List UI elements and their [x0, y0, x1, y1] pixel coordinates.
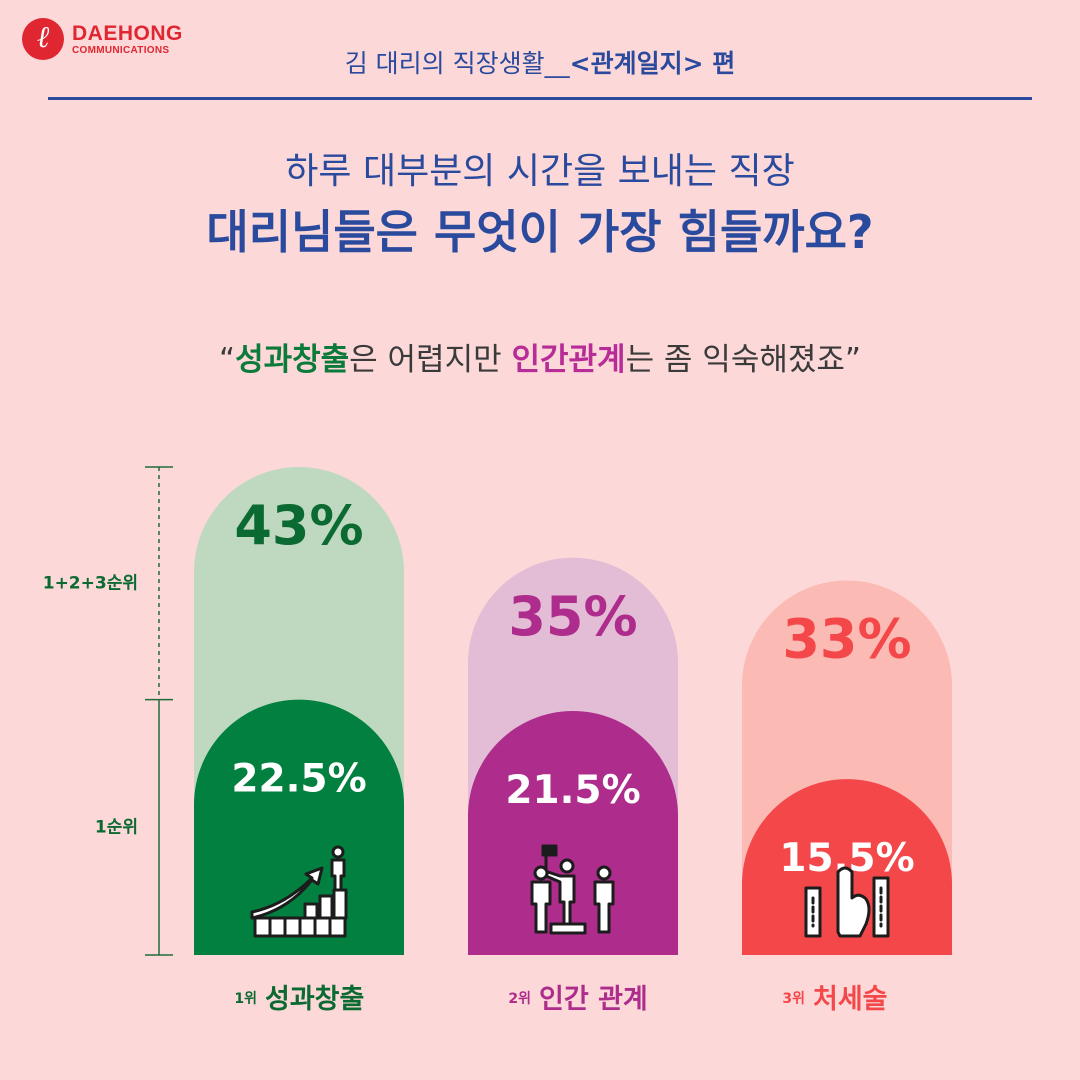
bracket-label-first: 1순위	[95, 817, 138, 837]
title-line-2: 대리님들은 무엇이 가장 힘들까요?	[206, 205, 874, 259]
quote-open: “	[219, 342, 236, 378]
bracket-label-total: 1+2+3순위	[43, 573, 138, 593]
header-suffix: 편	[703, 49, 736, 78]
brand-sub: COMMUNICATIONS	[72, 44, 170, 56]
title-line-1: 하루 대부분의 시간을 보내는 직장	[285, 151, 795, 192]
quote-highlight-1: 성과창출	[235, 342, 350, 378]
scale-bracket	[145, 466, 173, 956]
brand-logo: ℓ DAEHONG COMMUNICATIONS	[22, 18, 183, 60]
series-header: 김 대리의 직장생활__<관계일지> 편	[345, 44, 736, 80]
bar-first-1	[194, 699, 404, 955]
total-label-3: 33%	[782, 607, 911, 670]
growth-chart-icon	[250, 845, 348, 938]
header-prefix: 김 대리의 직장생활__	[344, 49, 570, 78]
total-label-1: 43%	[234, 494, 363, 557]
rank-label-1: 1위	[234, 991, 257, 1007]
people-flag-icon	[530, 844, 615, 935]
category-label-3: 처세술	[813, 984, 888, 1015]
brand-wordmark: DAEHONG COMMUNICATIONS	[72, 23, 183, 56]
total-label-2: 35%	[508, 585, 637, 648]
brand-name: DAEHONG	[72, 21, 183, 45]
category-label-1: 성과창출	[265, 984, 364, 1015]
header-highlight: <관계일지>	[569, 49, 704, 78]
quote-text-2: 는 좀 익숙해졌죠	[625, 342, 845, 378]
first-label-2: 21.5%	[505, 768, 640, 813]
header-divider	[48, 97, 1032, 100]
quote-highlight-2: 인간관계	[511, 342, 626, 378]
quote: “성과창출은 어렵지만 인간관계는 좀 익숙해졌죠”	[0, 334, 1080, 379]
brand-mark-icon: ℓ	[22, 18, 64, 60]
hand-icon	[804, 866, 890, 938]
quote-text-1: 은 어렵지만	[349, 342, 512, 378]
first-label-1: 22.5%	[231, 757, 366, 802]
rank-label-3: 3위	[782, 991, 805, 1007]
bar-first-2	[468, 710, 678, 955]
quote-close: ”	[844, 342, 861, 378]
rank-label-2: 2위	[508, 991, 531, 1007]
category-label-2: 인간 관계	[539, 984, 648, 1015]
